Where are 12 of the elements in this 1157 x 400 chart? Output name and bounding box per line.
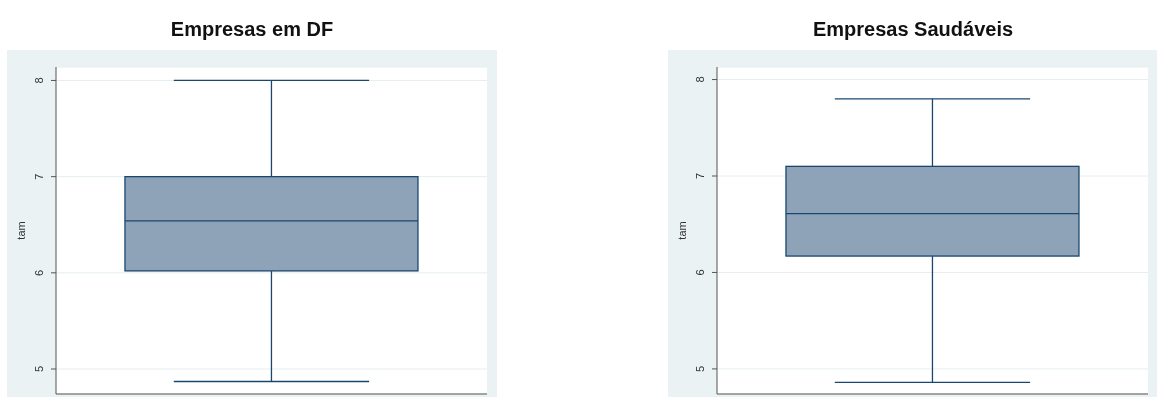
- y-tick-label: 5: [694, 365, 706, 372]
- y-tick-label: 6: [694, 269, 706, 276]
- y-tick-label: 8: [694, 76, 706, 83]
- y-tick-label: 8: [33, 77, 45, 84]
- y-tick-label: 5: [33, 365, 45, 373]
- chart-title: Empresas em DF: [169, 17, 335, 42]
- chart-title: Empresas Saudáveis: [811, 17, 1015, 42]
- y-tick-label: 7: [694, 172, 706, 180]
- y-axis-title: tam: [675, 221, 688, 240]
- y-tick-label: 7: [33, 173, 45, 180]
- y-axis-title: tam: [14, 221, 27, 240]
- y-tick-label: 6: [33, 269, 45, 276]
